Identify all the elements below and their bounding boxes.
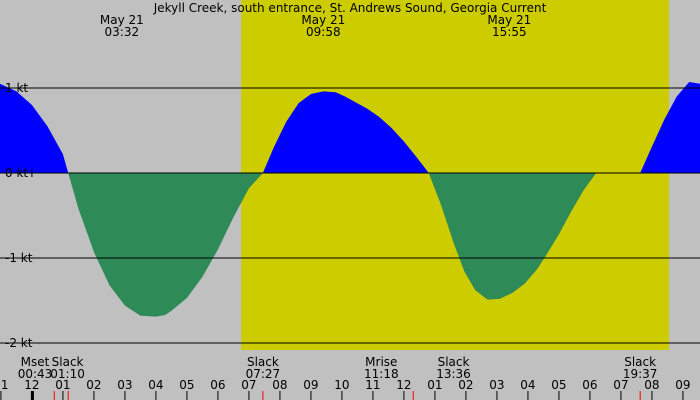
x-tick-label: 08 (644, 378, 659, 392)
current-area-layer (0, 82, 700, 317)
x-tick-label: 04 (148, 378, 163, 392)
x-tick-label: 11 (0, 378, 9, 392)
flood-current-area (0, 82, 700, 173)
annotation-line-1: Mset (21, 355, 50, 369)
annotation-line-1: Slack (438, 355, 470, 369)
x-tick-label: 01 (55, 378, 70, 392)
annotation-line-2: 13:36 (436, 367, 471, 381)
annotation-line-2: 19:37 (623, 367, 658, 381)
annotation-line-1: Slack (52, 355, 84, 369)
x-tick-label: 08 (272, 378, 287, 392)
x-tick-label: 02 (86, 378, 101, 392)
x-tick-label: 02 (458, 378, 473, 392)
y-tick-label: 0 kt (5, 166, 28, 180)
x-tick-label: 10 (334, 378, 349, 392)
chart-title: Jekyll Creek, south entrance, St. Andrew… (153, 1, 547, 15)
annotation-line-1: May 21 (100, 13, 144, 27)
annotation-line-2: 09:58 (306, 25, 341, 39)
annotation-line-2: 03:32 (105, 25, 140, 39)
x-tick-label: 07 (241, 378, 256, 392)
annotation-line-1: Slack (624, 355, 656, 369)
y-tick-label: -1 kt (5, 251, 33, 265)
now-axis-marker (30, 391, 34, 400)
x-tick-label: 05 (179, 378, 194, 392)
annotation-line-2: 15:55 (492, 25, 527, 39)
y-tick-label: -2 kt (5, 336, 33, 350)
gridline-layer: 1 kt 0 kt -1 kt -2 kt (0, 81, 700, 350)
y-tick-label: 1 kt (5, 81, 28, 95)
annotation-line-1: Slack (247, 355, 279, 369)
x-tick-label: 07 (613, 378, 628, 392)
annotation-line-2: 01:10 (50, 367, 85, 381)
x-tick-label: 03 (489, 378, 504, 392)
x-tick-label: 09 (303, 378, 318, 392)
x-tick-label: 06 (582, 378, 597, 392)
annotation-line-2: 07:27 (246, 367, 281, 381)
x-tick-label: 06 (210, 378, 225, 392)
annotation-line-1: Mrise (365, 355, 397, 369)
annotation-line-2: 11:18 (364, 367, 399, 381)
x-tick-label: 05 (551, 378, 566, 392)
x-tick-label: 12 (24, 378, 39, 392)
x-tick-label: 11 (365, 378, 380, 392)
annotation-line-2: 00:43 (18, 367, 53, 381)
x-tick-label: 09 (675, 378, 690, 392)
x-tick-label: 01 (427, 378, 442, 392)
x-tick-label: 03 (117, 378, 132, 392)
x-tick-label: 04 (520, 378, 535, 392)
x-tick-layer: 11 12 01 02 03 04 05 06 07 08 09 10 11 12 01 02 03 04 05 06… (0, 378, 691, 400)
x-tick-label: 12 (396, 378, 411, 392)
annotation-line-1: May 21 (301, 13, 345, 27)
annotation-line-1: May 21 (487, 13, 531, 27)
ebb-current-area (0, 173, 700, 317)
